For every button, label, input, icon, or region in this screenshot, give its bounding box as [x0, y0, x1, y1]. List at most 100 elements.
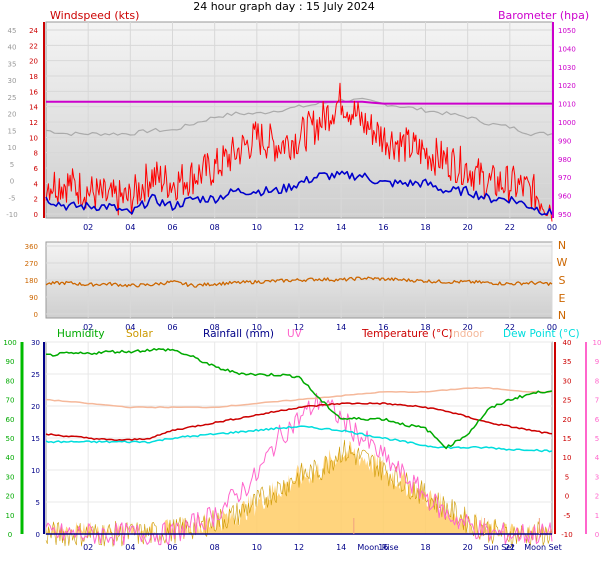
barometer-axis-label: Barometer (hpa)	[498, 9, 589, 22]
outer-scale-line	[45, 97, 553, 137]
x-tick-label: 18	[420, 323, 430, 332]
barometer-tick-label: 960	[558, 193, 571, 201]
x-tick-label: 04	[125, 323, 135, 332]
x-tick-label: 00	[547, 223, 557, 232]
barometer-ticks: 1050 1040 1030 1020 1010 1000 990 980 970 960 950	[558, 27, 576, 219]
temperature-tick-label: 5	[565, 473, 569, 481]
temperature-tick-label: -10	[561, 531, 572, 539]
x-tick-label: 10	[252, 223, 262, 232]
temperature-tick-label: 20	[563, 416, 572, 424]
temperature-tick-label: 40	[563, 339, 572, 347]
x-tick-label: 02	[83, 323, 93, 332]
x-tick-label: 16	[378, 323, 388, 332]
rainfall-tick-label: 10	[31, 467, 40, 475]
compass-label: N	[558, 309, 566, 322]
chart-title: 24 hour graph day : 15 July 2024	[193, 0, 375, 13]
outer-scale-tick-label: 0	[10, 178, 14, 186]
temperature-tick-label: 0	[565, 493, 569, 501]
rainfall-tick-label: 30	[31, 339, 40, 347]
windspeed-tick-label: 4	[34, 180, 39, 188]
uv-tick-label: 8	[595, 377, 599, 385]
windspeed-tick-label: 0	[34, 211, 38, 219]
x-tick-label: 04	[125, 223, 135, 232]
legend-entry: Indoor	[450, 328, 484, 340]
uv-tick-label: 4	[595, 454, 600, 462]
x-tick-label: 16	[378, 223, 388, 232]
outer-scale-tick-label: 40	[8, 44, 17, 52]
direction-tick-label: 180	[25, 277, 38, 285]
x-tick-label: 12	[294, 543, 304, 552]
wind-average-line	[45, 170, 553, 216]
compass-label: W	[557, 256, 568, 269]
temperature-tick-label: 25	[563, 397, 572, 405]
uv-tick-label: 6	[595, 416, 600, 424]
windspeed-tick-label: 10	[29, 134, 38, 142]
windspeed-tick-label: 16	[29, 88, 38, 96]
event-label: Moon Rise	[357, 543, 398, 552]
humidity-tick-label: 80	[6, 377, 15, 385]
climate-x-ticks: 02 04 06 08 10 12 14 16 18 20 22	[83, 543, 515, 552]
barometer-tick-label: 990	[558, 137, 571, 145]
x-tick-label: 00	[547, 323, 557, 332]
wind-baro-x-ticks: 02 04 06 08 10 12 14 16 18 20 22 00	[83, 223, 557, 232]
x-tick-label: 20	[463, 323, 473, 332]
rainfall-ticks: 30 25 20 15 10 5 0	[31, 339, 40, 539]
legend-entry: Humidity	[57, 328, 105, 340]
wind-baro-gridlines	[46, 22, 553, 218]
dew-point-line	[45, 425, 553, 453]
compass-label: E	[559, 292, 566, 305]
event-label: Moon Set	[524, 543, 561, 552]
legend-entry: Dew Point (°C)	[503, 328, 580, 340]
barometer-tick-label: 1020	[558, 82, 576, 90]
temperature-line	[45, 402, 553, 442]
windspeed-axis-label: Windspeed (kts)	[50, 9, 139, 22]
humidity-tick-label: 40	[6, 454, 15, 462]
legend-entry: Rainfall (mm)	[203, 328, 274, 340]
humidity-tick-label: 0	[8, 531, 12, 539]
x-tick-label: 08	[210, 323, 220, 332]
wind-gust-line	[45, 82, 553, 222]
barometer-tick-label: 1040	[558, 45, 576, 53]
x-tick-label: 06	[167, 223, 177, 232]
outer-scale-tick-label: -10	[6, 211, 17, 219]
temperature-ticks: 40 35 30 25 20 15 10 5 0 -5 -10	[561, 339, 572, 539]
x-tick-label: 16	[378, 543, 388, 552]
uv-tick-label: 7	[595, 397, 599, 405]
direction-tick-label: 90	[29, 294, 38, 302]
humidity-tick-label: 10	[6, 512, 15, 520]
outer-scale-tick-label: 45	[8, 27, 17, 35]
x-tick-label: 04	[125, 543, 135, 552]
humidity-line	[45, 348, 553, 450]
humidity-tick-label: 70	[6, 397, 15, 405]
uv-tick-label: 10	[593, 339, 602, 347]
direction-x-ticks: 02 04 06 08 10 12 14 16 18 20 22 00	[83, 323, 557, 332]
outer-scale-tick-label: 25	[8, 94, 17, 102]
outer-scale-tick-label: 30	[8, 77, 17, 85]
windspeed-tick-label: 18	[29, 73, 38, 81]
temperature-tick-label: 30	[563, 377, 572, 385]
astronomy-events: Moon Rise Sun Set Moon Set	[353, 518, 562, 552]
windspeed-tick-label: 22	[29, 42, 38, 50]
direction-tick-label: 360	[25, 243, 38, 251]
x-tick-label: 14	[336, 223, 346, 232]
climate-series	[45, 348, 553, 548]
x-tick-label: 06	[167, 543, 177, 552]
x-tick-label: 10	[252, 543, 262, 552]
rainfall-tick-label: 25	[31, 371, 40, 379]
x-tick-label: 22	[505, 543, 515, 552]
barometer-tick-label: 950	[558, 211, 571, 219]
windspeed-tick-label: 24	[29, 27, 38, 35]
x-tick-label: 12	[294, 223, 304, 232]
outer-scale-tick-label: 15	[8, 127, 17, 135]
legend-entry: Solar	[126, 328, 153, 340]
wind-direction-line	[45, 276, 553, 288]
humidity-tick-label: 50	[6, 435, 15, 443]
rainfall-tick-label: 15	[31, 435, 40, 443]
uv-tick-label: 3	[595, 473, 599, 481]
outer-scale-tick-label: -5	[9, 194, 16, 202]
windspeed-tick-label: 2	[34, 196, 38, 204]
barometer-tick-label: 1050	[558, 27, 576, 35]
